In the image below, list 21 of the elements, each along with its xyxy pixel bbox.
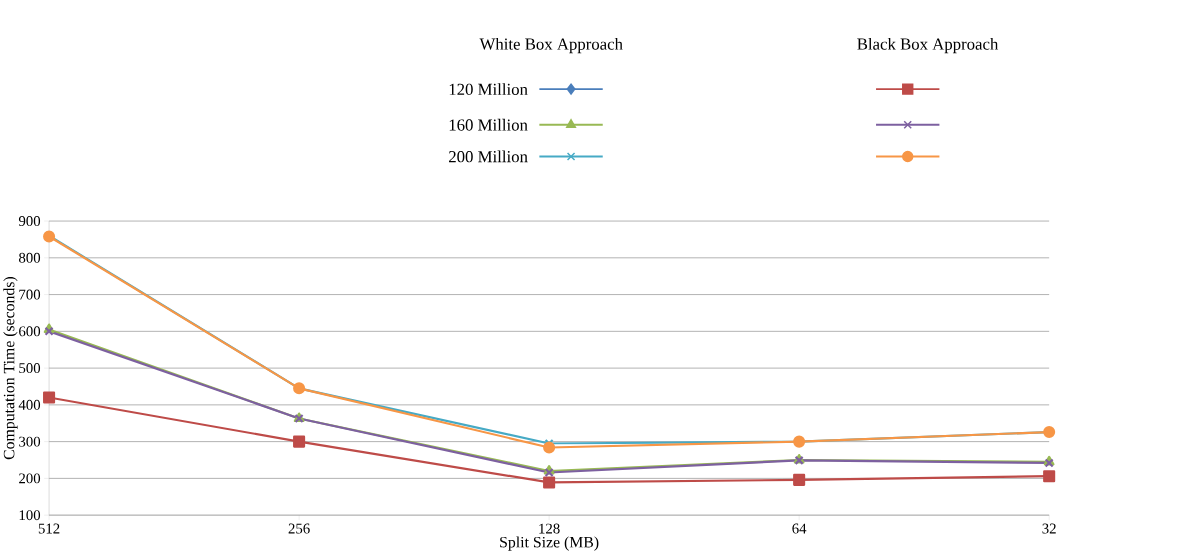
y-tick-label: 500 (19, 363, 41, 374)
legend-label: 160 Million (449, 118, 528, 131)
text: White Box Approach (479, 37, 623, 54)
x-tick-label: 256 (288, 523, 310, 534)
x-tick-label: 512 (38, 523, 60, 534)
text: Black Box Approach (857, 37, 999, 54)
x-tick-label: 32 (1042, 523, 1056, 534)
y-tick-label: 400 (18, 399, 41, 410)
y-tick-label: 300 (19, 436, 41, 447)
legend-label: 120 Million (449, 83, 528, 96)
y-tick-label: 200 (19, 473, 41, 484)
y-tick-label: 900 (18, 216, 41, 227)
x-tick-label: 128 (539, 523, 560, 534)
y-tick-label: 100 (19, 510, 41, 521)
y-tick-label: 800 (18, 252, 41, 263)
y-tick-label: 700 (19, 289, 41, 300)
x-axis-title: Split Size (MB) (500, 536, 599, 551)
legend-label: 200 Million (449, 150, 528, 163)
x-tick-label: 64 (792, 523, 807, 534)
y-axis-title: Computation Time (seconds) (3, 277, 18, 460)
y-tick-label: 600 (19, 326, 41, 337)
